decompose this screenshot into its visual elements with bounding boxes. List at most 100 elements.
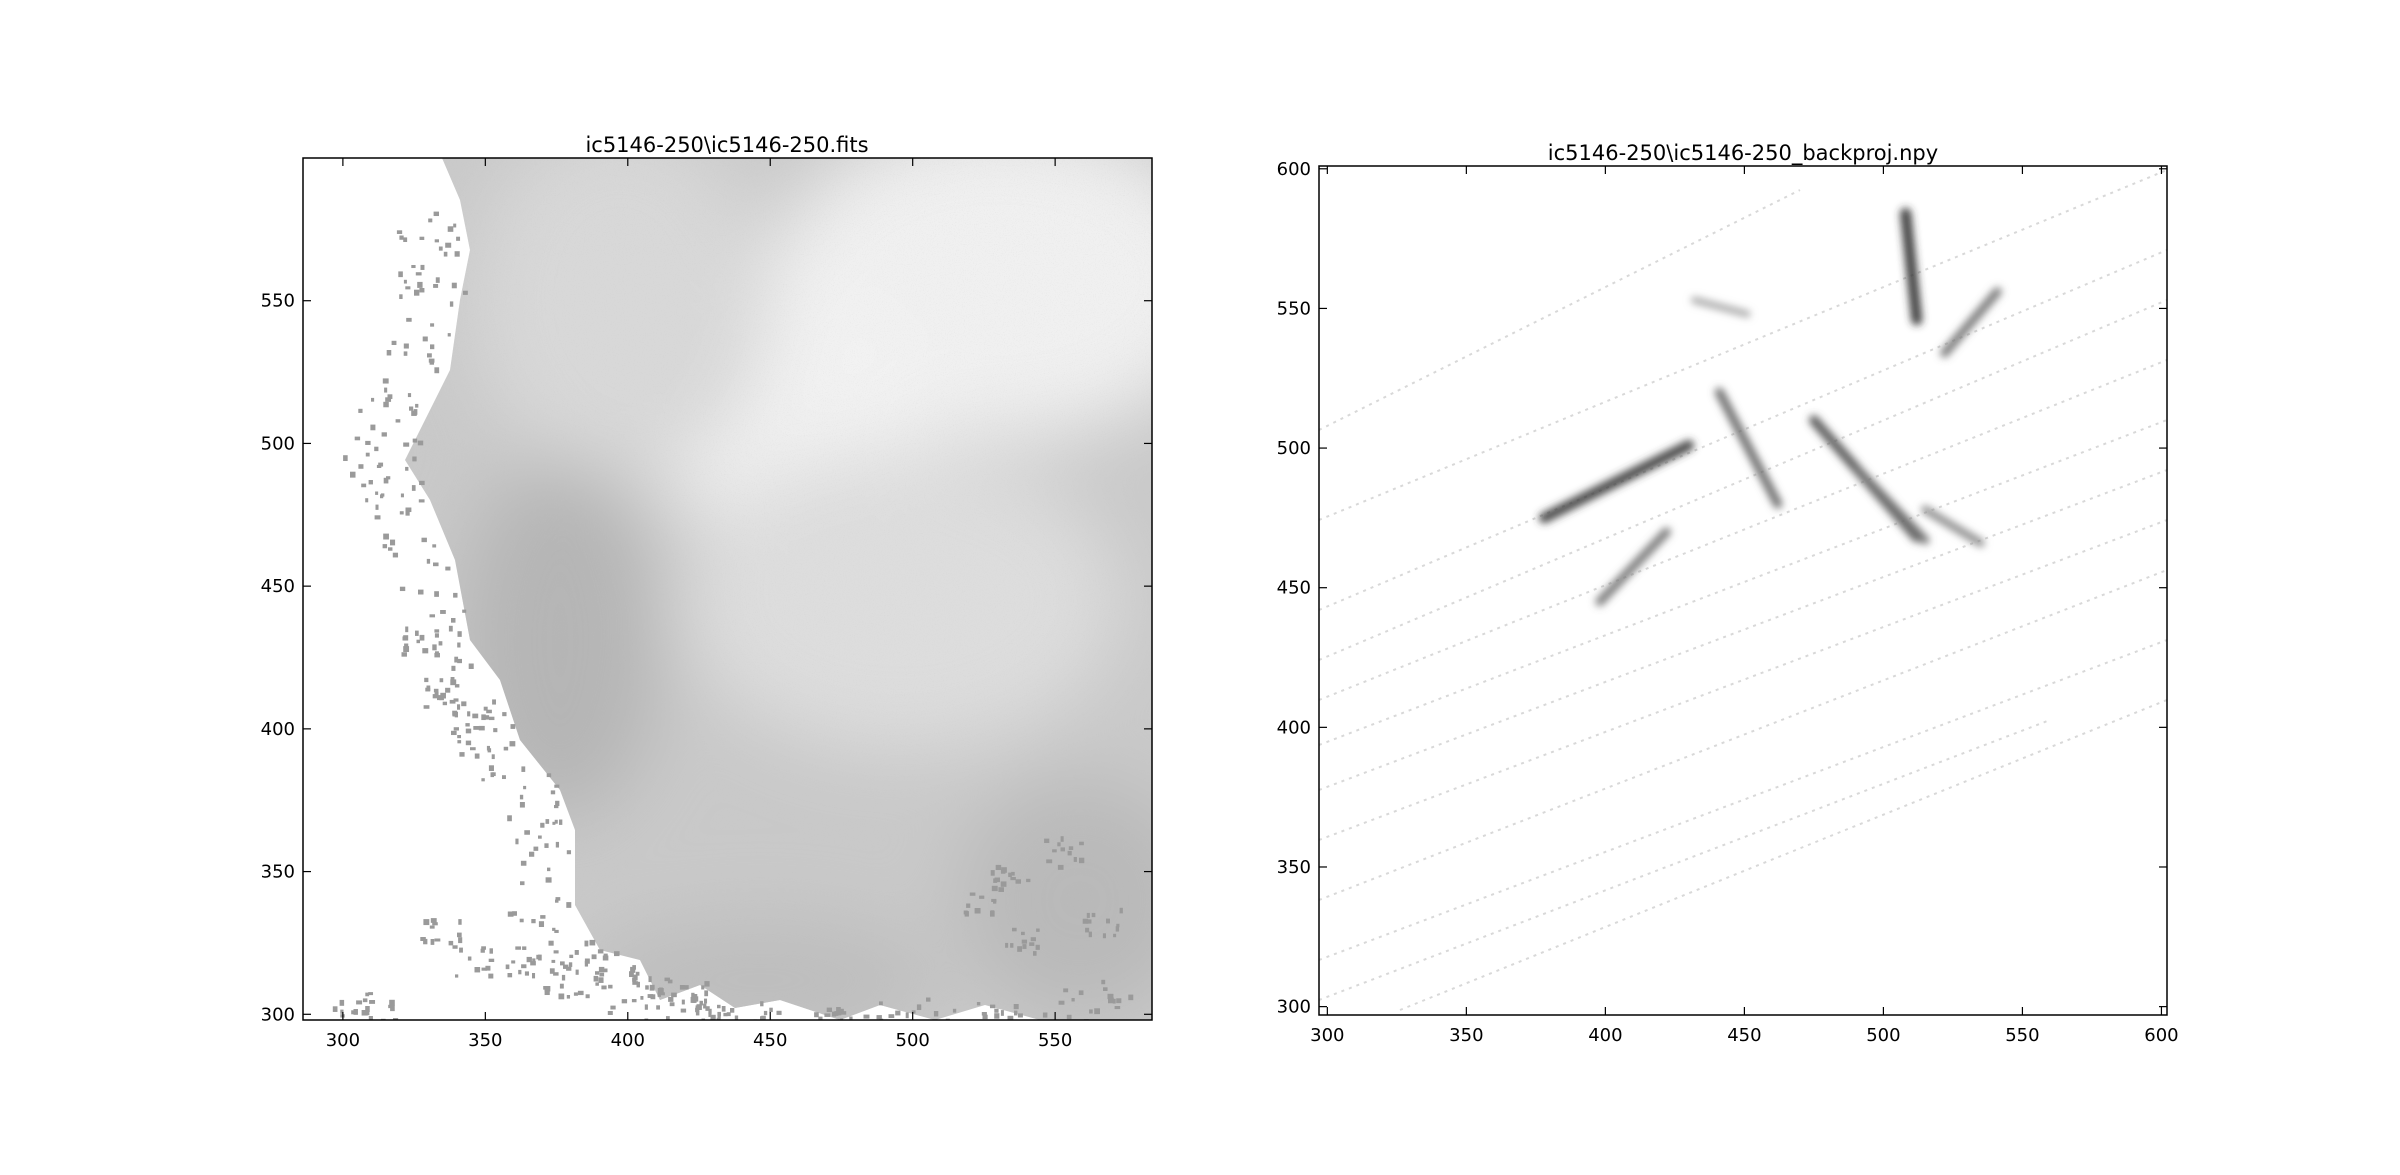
speckle bbox=[554, 929, 559, 933]
speckle bbox=[563, 964, 569, 969]
speckle bbox=[449, 301, 454, 307]
speckle bbox=[449, 699, 456, 704]
right-image-background bbox=[1319, 166, 2167, 1015]
streak bbox=[1940, 287, 2002, 358]
speckle bbox=[470, 747, 476, 751]
speckle bbox=[418, 499, 425, 503]
speckle bbox=[833, 1029, 838, 1034]
speckle bbox=[979, 895, 985, 899]
speckle bbox=[473, 726, 480, 730]
speckle bbox=[452, 710, 458, 716]
speckle bbox=[531, 919, 536, 924]
speckle bbox=[645, 985, 649, 990]
speckle bbox=[392, 552, 399, 558]
speckle bbox=[888, 1019, 892, 1020]
speckle bbox=[457, 735, 462, 739]
speckle bbox=[491, 754, 495, 760]
speckle bbox=[457, 740, 462, 744]
speckle bbox=[635, 971, 640, 976]
speckle bbox=[667, 979, 673, 984]
speckle bbox=[648, 976, 652, 983]
speckle bbox=[368, 992, 374, 996]
right-panel-title: ic5146-250\ic5146-250_backproj.npy bbox=[1548, 141, 1938, 166]
speckle bbox=[398, 271, 403, 278]
speckle bbox=[792, 1030, 796, 1035]
speckle bbox=[717, 1013, 721, 1020]
speckle bbox=[399, 235, 404, 240]
right-x-tick-label: 550 bbox=[2005, 1025, 2039, 1046]
speckle bbox=[632, 981, 639, 985]
speckle bbox=[988, 1023, 993, 1026]
speckle bbox=[566, 966, 572, 971]
speckle bbox=[519, 794, 524, 800]
speckle bbox=[1021, 931, 1025, 936]
speckle bbox=[717, 1004, 721, 1009]
speckle bbox=[433, 688, 439, 693]
speckle bbox=[657, 992, 661, 997]
speckle bbox=[405, 466, 409, 471]
speckle bbox=[422, 336, 428, 342]
speckle bbox=[448, 940, 454, 946]
speckle bbox=[644, 1004, 648, 1010]
speckle bbox=[515, 838, 519, 845]
speckle bbox=[741, 1026, 747, 1031]
speckle bbox=[468, 663, 474, 669]
speckle bbox=[465, 723, 470, 727]
speckle bbox=[383, 533, 389, 540]
speckle bbox=[701, 985, 705, 990]
speckle bbox=[1046, 859, 1053, 864]
speckle bbox=[1113, 933, 1117, 938]
speckle bbox=[911, 1010, 916, 1014]
speckle bbox=[457, 642, 461, 648]
speckle bbox=[432, 644, 437, 651]
speckle bbox=[377, 1021, 383, 1026]
speckle bbox=[1005, 942, 1009, 948]
speckle bbox=[629, 971, 634, 978]
speckle bbox=[512, 911, 517, 916]
speckle bbox=[457, 704, 461, 710]
right-x-tick-label: 500 bbox=[1866, 1025, 1900, 1046]
speckle bbox=[458, 919, 462, 925]
left-y-tick-label: 550 bbox=[261, 291, 295, 312]
speckle bbox=[584, 940, 589, 947]
speckle bbox=[998, 887, 1004, 892]
speckle bbox=[388, 547, 393, 551]
speckle bbox=[532, 973, 536, 979]
speckle bbox=[437, 695, 441, 701]
speckle bbox=[721, 1006, 726, 1012]
speckle bbox=[450, 677, 455, 683]
speckle bbox=[994, 877, 1001, 883]
speckle bbox=[1088, 1023, 1093, 1026]
speckle bbox=[1021, 939, 1028, 944]
speckle bbox=[406, 317, 412, 322]
speckle bbox=[1000, 1010, 1004, 1016]
speckle bbox=[610, 1005, 616, 1010]
speckle bbox=[1044, 838, 1050, 844]
left-y-tick-label: 500 bbox=[261, 433, 295, 454]
speckle bbox=[502, 775, 506, 780]
speckle bbox=[411, 485, 416, 491]
speckle bbox=[647, 994, 654, 998]
speckle bbox=[340, 1009, 344, 1014]
speckle bbox=[383, 477, 389, 484]
speckle bbox=[883, 1031, 887, 1035]
speckle bbox=[374, 446, 379, 452]
faint-diagonal-lines bbox=[1319, 169, 2167, 1011]
speckle bbox=[589, 939, 596, 946]
speckle bbox=[507, 815, 512, 822]
speckle bbox=[854, 1025, 859, 1030]
speckle bbox=[860, 1024, 864, 1028]
speckle bbox=[760, 1001, 764, 1007]
speckle bbox=[522, 946, 527, 950]
speckle bbox=[538, 921, 545, 928]
speckle bbox=[1116, 998, 1122, 1004]
speckle bbox=[419, 480, 425, 486]
speckle bbox=[411, 265, 416, 269]
speckle bbox=[1001, 867, 1007, 873]
speckle bbox=[601, 985, 607, 990]
speckle bbox=[554, 784, 560, 788]
speckle bbox=[457, 658, 462, 664]
speckle bbox=[462, 290, 468, 295]
speckle bbox=[991, 885, 998, 892]
speckle bbox=[552, 927, 556, 931]
